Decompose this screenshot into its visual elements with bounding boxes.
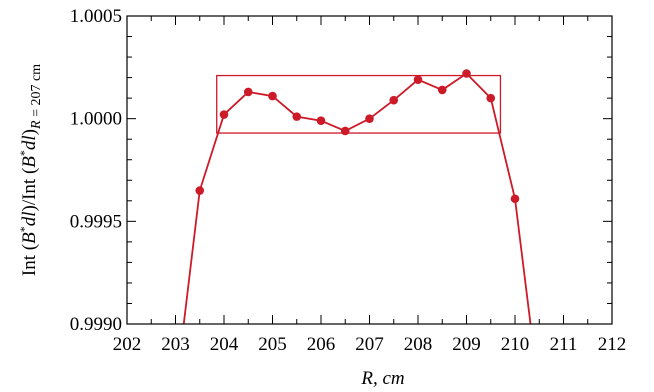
highlight-rectangle: [216, 74, 502, 134]
x-tick-label: 203: [161, 334, 190, 355]
data-point-10: [413, 75, 423, 84]
series-line: [182, 72, 532, 324]
x-tick-label: 202: [113, 334, 142, 355]
data-point-14: [510, 194, 520, 204]
y-axis-title: Int (B*dl)/Int (B*dl)R = 207 cm: [17, 64, 44, 276]
data-point-13: [486, 93, 496, 103]
y-tick-label: 0.9995: [70, 211, 122, 232]
data-point-12: [462, 69, 471, 78]
plot-area: [182, 69, 532, 324]
data-point-3: [243, 87, 253, 97]
data-point-8: [365, 114, 374, 123]
x-tick-label: 207: [355, 334, 384, 355]
data-point-2: [219, 110, 229, 119]
y-tick-label: 0.9990: [70, 314, 122, 335]
x-tick-label: 212: [598, 334, 627, 355]
x-tick-label: 206: [307, 334, 336, 355]
plot-frame: [126, 15, 613, 325]
y-tick-label: 1.0000: [70, 109, 122, 130]
data-point-11: [437, 85, 447, 95]
data-point-1: [195, 186, 205, 195]
axes: 202 203 204 205 206 207 208 209 210 211 212 0.9990 0…: [70, 6, 627, 355]
x-axis-title: R, cm: [360, 368, 404, 389]
data-point-6: [316, 116, 326, 126]
data-point-4: [268, 91, 277, 101]
data-point-7: [340, 126, 350, 136]
x-tick-label: 209: [452, 334, 481, 355]
x-tick-label: 208: [404, 334, 433, 355]
x-tick-label: 204: [210, 334, 239, 355]
x-tick-label: 205: [258, 334, 287, 355]
x-tick-label: 211: [550, 334, 578, 355]
x-tick-label: 210: [501, 334, 530, 355]
x-axis-title-text: R, cm: [360, 368, 404, 389]
data-point-9: [389, 95, 399, 105]
data-point-5: [292, 112, 302, 121]
y-tick-label: 1.0005: [70, 6, 122, 27]
